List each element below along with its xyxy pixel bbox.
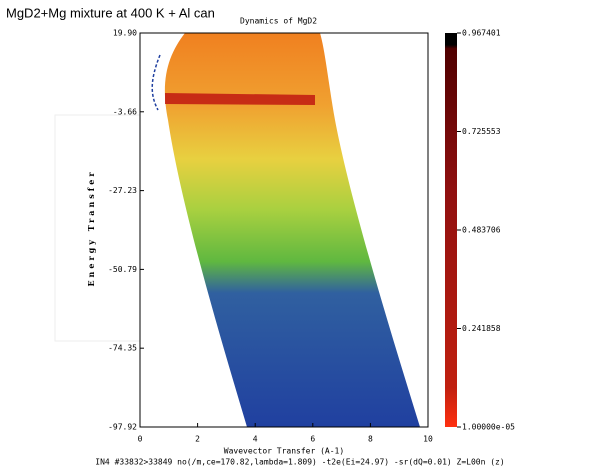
x-tick-label: 4 — [253, 435, 258, 444]
footer: IN4 #33832>33849 no(/m,ce=170.82,lambda=… — [95, 458, 504, 467]
y-tick-label: -50.79 — [108, 265, 137, 274]
intensity-map — [164, 33, 420, 427]
y-tick-label: -74.35 — [108, 344, 137, 353]
intensity-band — [165, 93, 315, 105]
subtitle: Dynamics of MgD2 — [240, 17, 317, 26]
label-panel — [54, 114, 141, 342]
colorbar — [445, 33, 457, 427]
y-axis-label: Energy Transfer — [86, 169, 96, 286]
x-axis-label: Wavevector Transfer (A-1) — [224, 447, 344, 456]
x-tick-label: 10 — [423, 435, 433, 444]
y-tick-label: 19.90 — [113, 29, 137, 38]
chart-title: MgD2+Mg mixture at 400 K + Al can — [6, 5, 215, 20]
x-tick-label: 8 — [368, 435, 373, 444]
plot-frame — [139, 32, 429, 428]
y-tick-label: -27.23 — [108, 186, 137, 195]
y-tick-label: -3.66 — [113, 107, 137, 116]
colorbar-tick-label: 0.967401 — [462, 29, 501, 38]
x-tick-label: 2 — [195, 435, 200, 444]
colorbar-tick-label: 0.725553 — [462, 127, 501, 136]
x-tick-label: 6 — [310, 435, 315, 444]
y-tick-label: -97.92 — [108, 423, 137, 432]
x-tick-label: 0 — [138, 435, 143, 444]
colorbar-tick-label: 1.00000e-05 — [462, 423, 515, 432]
colorbar-tick-label: 0.241858 — [462, 324, 501, 333]
edge-trace — [151, 54, 161, 111]
colorbar-tick-label: 0.483706 — [462, 225, 501, 234]
